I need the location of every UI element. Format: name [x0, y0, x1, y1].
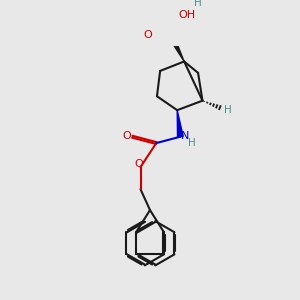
- Text: N: N: [181, 131, 189, 141]
- Text: O: O: [143, 30, 152, 40]
- Polygon shape: [177, 110, 183, 137]
- Polygon shape: [171, 38, 184, 62]
- Text: H: H: [188, 138, 196, 148]
- Text: H: H: [224, 105, 232, 115]
- Text: O: O: [123, 131, 132, 141]
- Text: H: H: [194, 0, 202, 8]
- Text: O: O: [134, 159, 143, 169]
- Text: OH: OH: [179, 10, 196, 20]
